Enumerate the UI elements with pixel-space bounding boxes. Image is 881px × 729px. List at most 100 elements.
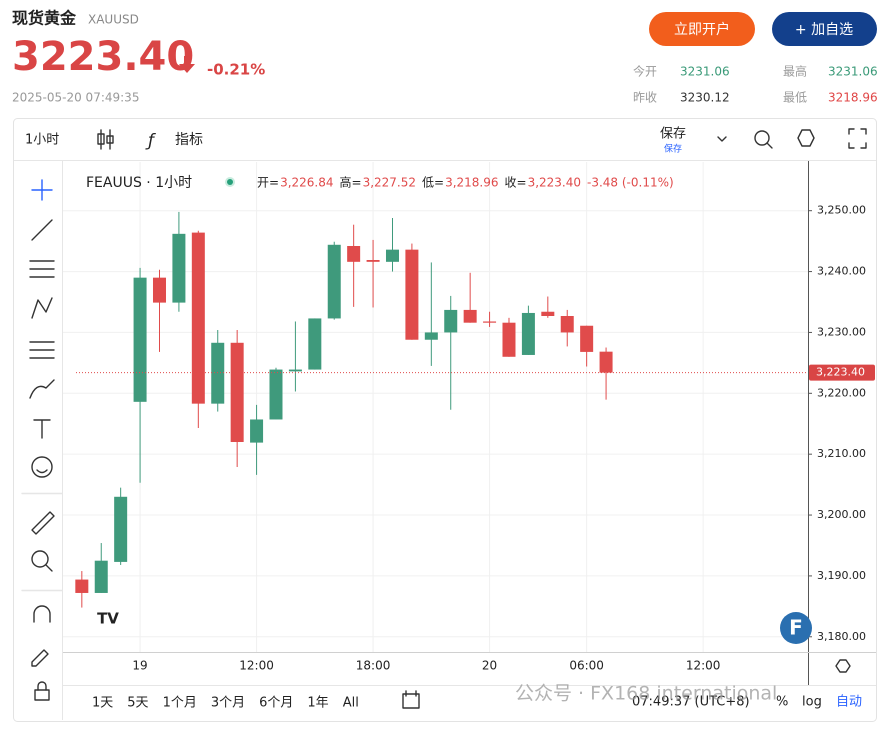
date-range-icon[interactable] [402, 690, 420, 709]
instrument-name: 现货黄金 [12, 9, 77, 28]
candle-body [560, 316, 574, 333]
f-logo-letter: F [789, 616, 803, 640]
fullscreen-icon[interactable] [848, 128, 867, 149]
x-tick-label: 20 [482, 659, 497, 673]
watchlist-button[interactable] [772, 12, 877, 46]
legend-value: 3,227.52 [363, 176, 416, 190]
candle-body [385, 249, 399, 262]
candle-body [288, 369, 302, 372]
tv-logo: TV [97, 610, 119, 628]
projection-tool[interactable] [29, 341, 55, 359]
pattern-tool[interactable] [31, 297, 53, 319]
stat-label: 今开 [633, 64, 657, 79]
range-buttons: 1天 5天 1个月 3个月 6个月 1年 All [92, 696, 359, 711]
y-tick-label: 3,240.00 [817, 265, 866, 278]
x-tick-label: 06:00 [569, 659, 604, 673]
auto-toggle[interactable]: 自动 [836, 695, 862, 710]
range-button[interactable]: 1个月 [163, 696, 197, 711]
candle-body [211, 342, 225, 404]
fib-tool[interactable] [29, 260, 55, 278]
last-price-label: 3,223.40 [816, 366, 865, 379]
trendline-tool[interactable] [31, 219, 53, 241]
candle-type-icon[interactable] [97, 129, 114, 150]
candle-body [308, 318, 322, 370]
candle-body [366, 260, 380, 262]
stat-label: 最低 [783, 91, 807, 105]
tv-logo-bg [90, 602, 126, 634]
candle-body [405, 249, 419, 340]
lock-draw-tool[interactable] [31, 649, 49, 667]
legend-label: 高= [340, 175, 362, 190]
stat-label: 最高 [783, 64, 807, 79]
open-account-button[interactable] [649, 12, 755, 46]
legend-label: 低= [422, 176, 444, 190]
alert-icon[interactable] [754, 130, 773, 149]
stat-label: 昨收 [633, 91, 657, 105]
indicators[interactable]: 指标 [175, 132, 203, 148]
watermark: 公众号 · FX168 international [515, 683, 777, 705]
zoom-tool[interactable] [31, 550, 53, 572]
fx-icon[interactable]: ƒ [145, 131, 156, 151]
candle-body [152, 277, 166, 303]
candle-body [463, 309, 477, 323]
range-button[interactable]: 5天 [127, 696, 148, 711]
ruler-tool[interactable] [31, 511, 55, 535]
legend-label: 收= [505, 176, 527, 190]
range-button[interactable]: 3个月 [211, 696, 245, 711]
interval[interactable]: 1小时 [25, 133, 59, 148]
drawing-toolbar [21, 179, 63, 701]
settings-icon[interactable] [797, 129, 815, 147]
range-button[interactable]: 6个月 [259, 696, 293, 711]
y-tick-label: 3,230.00 [817, 325, 866, 338]
clock: 07:49:37 (UTC+8) [632, 695, 750, 710]
save[interactable]: 保存 [660, 127, 686, 142]
candle-body [521, 312, 535, 355]
text-tool[interactable] [33, 419, 51, 439]
axis-settings-icon[interactable] [835, 659, 851, 673]
legend-label: 开= [257, 176, 279, 190]
instrument-symbol: XAUUSD [88, 13, 139, 27]
candle-body [172, 233, 186, 303]
candle-body [94, 560, 108, 593]
stat-value: 3231.06 [680, 65, 730, 79]
range-button[interactable]: 1天 [92, 696, 113, 711]
candle-body [483, 321, 497, 323]
crosshair-tool[interactable] [31, 179, 53, 201]
chart-panel [13, 118, 877, 722]
chevron[interactable] [717, 136, 727, 142]
candle-body [230, 342, 244, 442]
candle-body [541, 311, 555, 316]
candle-body [444, 309, 458, 333]
save-sub[interactable]: 保存 [664, 143, 682, 155]
range-button[interactable]: All [343, 696, 359, 711]
status-dot [227, 179, 233, 185]
candle-body [347, 246, 361, 262]
emoji-tool[interactable] [31, 456, 53, 478]
y-tick-label: 3,250.00 [817, 204, 866, 217]
watchlist-label[interactable]: + 加自选 [795, 22, 853, 38]
lock-tool[interactable] [34, 681, 50, 701]
candle-body [250, 419, 264, 443]
brush-tool[interactable] [29, 379, 55, 399]
candle-body [75, 579, 89, 593]
legend-value: 3,218.96 [445, 176, 498, 190]
candle-body [114, 496, 128, 562]
candle-body [424, 332, 438, 340]
legend-symbol: FEAUUS · 1小时 [86, 175, 192, 191]
open-account-label[interactable]: 立即开户 [674, 21, 730, 38]
percent-toggle[interactable]: % [776, 695, 788, 710]
candle-body [133, 277, 147, 402]
y-tick-label: 3,190.00 [817, 569, 866, 582]
range-button[interactable]: 1年 [307, 696, 328, 711]
stat-value: 3231.06 [828, 65, 878, 79]
price-change: -0.21% [207, 61, 265, 79]
down-arrow [179, 56, 195, 73]
last-price-badge [809, 364, 875, 381]
x-tick-label: 18:00 [356, 659, 391, 673]
legend-value: 3,226.84 [280, 176, 333, 190]
magnet-tool[interactable] [33, 605, 51, 623]
log-toggle[interactable]: log [802, 695, 822, 710]
candle-body [502, 322, 516, 357]
